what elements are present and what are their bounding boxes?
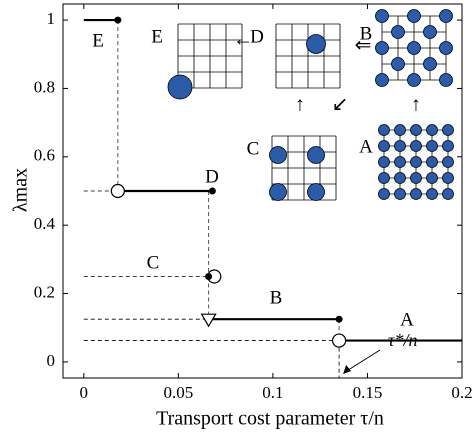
inset-node [376, 42, 389, 55]
closed-marker [205, 273, 212, 280]
inset-node [443, 157, 454, 168]
x-axis-label: Transport cost parameter τ/n [156, 408, 384, 430]
inset-node [392, 26, 405, 39]
inset-label: B [360, 23, 373, 44]
inset-node [376, 10, 389, 23]
y-tick-label: 0.2 [34, 282, 55, 301]
inset-node [270, 147, 287, 164]
closed-marker [209, 188, 216, 195]
inset-node [427, 173, 438, 184]
closed-marker [336, 316, 343, 323]
inset-node [424, 26, 437, 39]
inset-node [270, 184, 287, 201]
level-label: A [400, 309, 414, 330]
inset-node [395, 157, 406, 168]
level-label: B [270, 287, 283, 308]
inset-label: E [151, 26, 163, 47]
open-marker [111, 185, 124, 198]
inset-label: A [359, 136, 373, 157]
inset-node [408, 10, 421, 23]
inset-node [411, 157, 422, 168]
level-label: E [92, 30, 104, 51]
inset-label: C [247, 138, 260, 159]
y-tick-label: 0.4 [34, 214, 56, 233]
inset-node [411, 125, 422, 136]
inset-arrow: ↑ [295, 94, 305, 116]
inset-node [395, 189, 406, 200]
open-marker [333, 334, 346, 347]
inset-node [427, 157, 438, 168]
inset-node [395, 125, 406, 136]
inset-node [440, 42, 453, 55]
y-tick-label: 1 [47, 9, 56, 28]
inset-node [308, 147, 325, 164]
annotation-text: τ*/n [388, 330, 417, 350]
inset-node [443, 141, 454, 152]
inset-node [411, 189, 422, 200]
y-tick-label: 0 [47, 351, 56, 370]
inset-node [379, 141, 390, 152]
inset-node [308, 184, 325, 201]
inset-node [392, 58, 405, 71]
inset-node [395, 173, 406, 184]
x-tick-label: 0.1 [262, 383, 283, 402]
inset-node [307, 35, 326, 54]
inset-arrow: ↙ [332, 94, 349, 116]
inset-node [411, 141, 422, 152]
y-tick-label: 0.6 [34, 146, 55, 165]
inset-node [408, 42, 421, 55]
y-axis-label: λmax [10, 168, 32, 212]
x-tick-label: 0.2 [451, 383, 472, 402]
level-label: C [147, 252, 160, 273]
y-tick-label: 0.8 [34, 77, 55, 96]
inset-node [408, 74, 421, 87]
inset-node [443, 125, 454, 136]
chart: Transport cost parameter τ/n λmax 0 0.05 0… [0, 0, 476, 438]
inset-arrow: ↑ [411, 94, 421, 116]
inset-node [440, 74, 453, 87]
inset-label: D [250, 26, 264, 47]
inset-node [443, 173, 454, 184]
x-tick-label: 0 [80, 383, 89, 402]
inset-node [440, 10, 453, 23]
inset-node [379, 157, 390, 168]
inset-node [376, 74, 389, 87]
inset-node [427, 141, 438, 152]
inset-node [411, 173, 422, 184]
inset-node [168, 75, 192, 99]
annotation-arrow [345, 350, 380, 372]
inset-node [379, 125, 390, 136]
inset-node [379, 189, 390, 200]
inset-node [379, 173, 390, 184]
closed-marker [114, 17, 121, 24]
inset-node [443, 189, 454, 200]
level-label: D [205, 166, 219, 187]
inset-node [424, 58, 437, 71]
x-tick-label: 0.15 [353, 383, 383, 402]
x-tick-label: 0.05 [163, 383, 193, 402]
inset-node [395, 141, 406, 152]
inset-node [427, 189, 438, 200]
inset-node [427, 125, 438, 136]
